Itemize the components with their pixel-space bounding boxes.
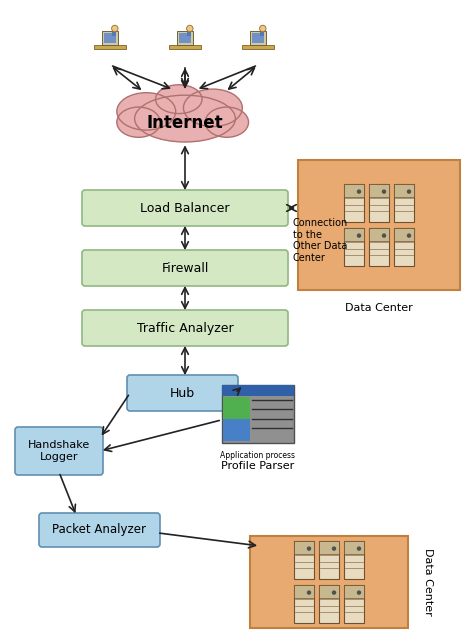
Text: Connection
to the
Other Data
Center: Connection to the Other Data Center [293,218,348,263]
FancyBboxPatch shape [82,190,288,226]
FancyBboxPatch shape [344,541,364,554]
Ellipse shape [183,89,242,126]
FancyBboxPatch shape [294,541,314,579]
FancyBboxPatch shape [187,32,191,37]
FancyBboxPatch shape [394,228,414,266]
FancyBboxPatch shape [344,184,364,222]
FancyBboxPatch shape [223,397,250,419]
FancyBboxPatch shape [369,184,389,197]
FancyBboxPatch shape [104,33,116,43]
FancyBboxPatch shape [344,228,364,266]
Circle shape [308,591,310,594]
Text: Firewall: Firewall [161,261,209,274]
FancyBboxPatch shape [250,31,266,45]
Text: Packet Analyzer: Packet Analyzer [53,524,146,536]
FancyBboxPatch shape [294,585,314,623]
Ellipse shape [205,107,248,137]
Text: Profile Parser: Profile Parser [221,461,295,471]
Text: Data Center: Data Center [423,548,433,616]
FancyBboxPatch shape [394,184,414,197]
FancyBboxPatch shape [344,585,364,598]
Text: Application process: Application process [220,451,295,460]
FancyBboxPatch shape [369,228,389,266]
Text: Hub: Hub [170,386,195,399]
FancyBboxPatch shape [177,31,193,45]
FancyBboxPatch shape [222,385,294,396]
Circle shape [332,591,336,594]
FancyBboxPatch shape [369,184,389,222]
FancyBboxPatch shape [319,585,339,623]
FancyBboxPatch shape [127,375,238,411]
Circle shape [357,591,361,594]
Circle shape [357,190,361,193]
FancyBboxPatch shape [252,33,264,43]
Circle shape [357,234,361,237]
FancyBboxPatch shape [394,228,414,242]
FancyBboxPatch shape [250,536,408,628]
Ellipse shape [155,85,202,113]
Text: Load Balancer: Load Balancer [140,202,230,214]
FancyBboxPatch shape [179,33,191,43]
Circle shape [383,234,385,237]
FancyBboxPatch shape [344,585,364,623]
Circle shape [383,190,385,193]
FancyBboxPatch shape [294,585,314,598]
FancyBboxPatch shape [319,541,339,579]
FancyBboxPatch shape [319,541,339,554]
Circle shape [260,25,266,32]
Text: Traffic Analyzer: Traffic Analyzer [137,321,233,334]
Ellipse shape [135,95,236,142]
Circle shape [187,25,193,32]
FancyBboxPatch shape [82,310,288,346]
FancyBboxPatch shape [222,385,294,443]
Circle shape [332,547,336,550]
FancyBboxPatch shape [394,184,414,222]
Ellipse shape [117,107,160,137]
FancyBboxPatch shape [344,184,364,197]
FancyBboxPatch shape [102,31,118,45]
Ellipse shape [117,93,176,130]
Circle shape [357,547,361,550]
FancyBboxPatch shape [39,513,160,547]
Text: Data Center: Data Center [345,303,413,313]
FancyBboxPatch shape [294,541,314,554]
FancyBboxPatch shape [223,419,250,441]
FancyBboxPatch shape [344,541,364,579]
Text: Handshake
Logger: Handshake Logger [28,440,90,462]
FancyBboxPatch shape [82,250,288,286]
FancyBboxPatch shape [298,160,460,290]
Text: Internet: Internet [146,114,223,132]
Circle shape [408,234,410,237]
FancyBboxPatch shape [242,45,274,49]
FancyBboxPatch shape [369,228,389,242]
FancyBboxPatch shape [94,45,126,49]
Circle shape [308,547,310,550]
FancyBboxPatch shape [319,585,339,598]
FancyBboxPatch shape [260,32,264,37]
Circle shape [408,190,410,193]
FancyBboxPatch shape [344,228,364,242]
Circle shape [111,25,118,32]
FancyBboxPatch shape [111,32,117,37]
FancyBboxPatch shape [15,427,103,475]
FancyBboxPatch shape [169,45,201,49]
